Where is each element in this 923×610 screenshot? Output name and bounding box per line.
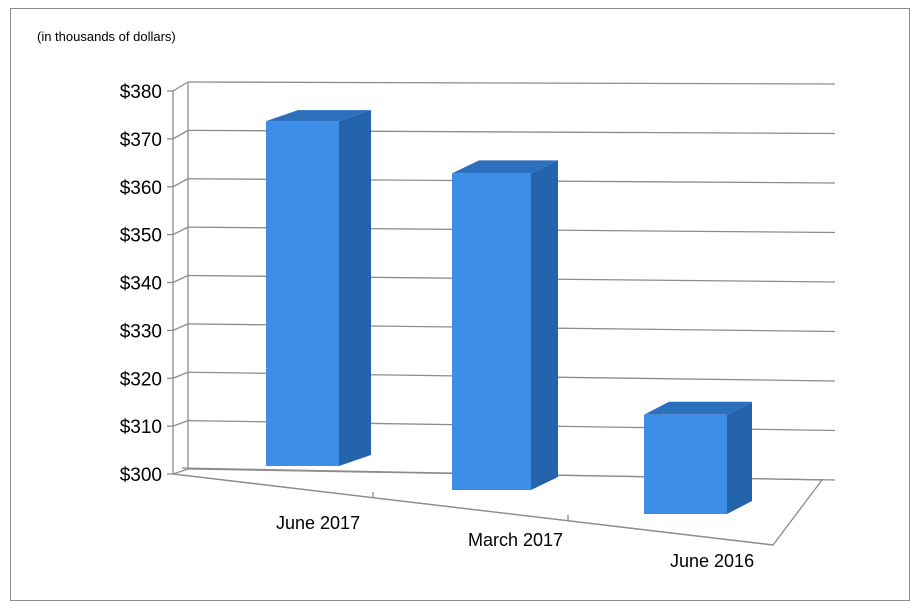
bar-top-face — [452, 160, 558, 174]
unit-note: (in thousands of dollars) — [37, 29, 176, 44]
side-gridline — [172, 420, 189, 427]
bar-top-face — [266, 110, 371, 122]
bar-front-face — [452, 173, 531, 491]
bar-side-face — [727, 401, 752, 514]
y-tick-label: $310 — [120, 417, 162, 438]
gridline — [187, 81, 836, 85]
bars — [266, 110, 752, 514]
bar-2 — [644, 401, 752, 514]
bar-side-face — [531, 160, 558, 491]
bar-top-face — [644, 401, 752, 415]
y-tick-label: $300 — [120, 465, 162, 486]
bar-side-face — [339, 110, 371, 466]
bar-1 — [452, 160, 558, 491]
x-category-label: June 2016 — [670, 551, 754, 571]
x-axis-category-labels: June 2017 March 2017 June 2016 — [276, 513, 754, 571]
y-tick-label: $370 — [120, 130, 162, 151]
side-gridline — [172, 226, 189, 236]
y-tick-label: $380 — [120, 82, 162, 103]
y-axis-tick-labels: $300 $310 $320 $330 $340 $350 $360 $370 $380 — [120, 82, 162, 486]
side-gridline — [172, 274, 189, 284]
bar-front-face — [644, 414, 727, 514]
y-tick-label: $320 — [120, 369, 162, 390]
x-category-label: June 2017 — [276, 513, 360, 533]
y-tick-label: $350 — [120, 226, 162, 247]
side-gridline — [172, 371, 189, 379]
y-tick-label: $330 — [120, 321, 162, 342]
side-gridline — [172, 323, 189, 331]
x-category-label: March 2017 — [468, 530, 563, 550]
side-gridline — [172, 129, 189, 140]
x-axis-line — [172, 473, 774, 546]
y-tick-label: $360 — [120, 178, 162, 199]
side-gridline — [172, 81, 189, 92]
bar-0 — [266, 110, 371, 466]
side-gridline — [172, 468, 189, 475]
y-tick-label: $340 — [120, 274, 162, 295]
side-gridline — [172, 178, 189, 188]
bar-front-face — [266, 121, 339, 466]
